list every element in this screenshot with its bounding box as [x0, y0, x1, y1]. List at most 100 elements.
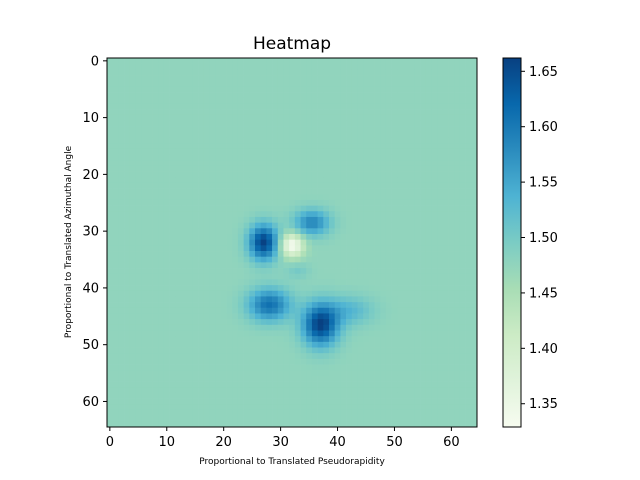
heatmap-cell: [232, 302, 239, 309]
heatmap-cell: [283, 182, 290, 189]
heatmap-cell: [465, 63, 472, 70]
heatmap-cell: [380, 92, 387, 99]
heatmap-cell: [277, 239, 284, 246]
heatmap-cell: [169, 143, 176, 150]
heatmap-cell: [403, 279, 410, 286]
heatmap-cell: [363, 165, 370, 172]
heatmap-cell: [266, 341, 273, 348]
heatmap-cell: [192, 126, 199, 133]
heatmap-cell: [323, 398, 330, 405]
heatmap-cell: [226, 341, 233, 348]
heatmap-cell: [124, 256, 131, 263]
heatmap-cell: [107, 239, 114, 246]
heatmap-cell: [454, 302, 461, 309]
heatmap-cell: [249, 381, 256, 388]
heatmap-cell: [129, 290, 136, 297]
heatmap-cell: [346, 404, 353, 411]
heatmap-cell: [374, 63, 381, 70]
heatmap-cell: [385, 409, 392, 416]
heatmap-cell: [186, 131, 193, 138]
heatmap-cell: [249, 137, 256, 144]
heatmap-cell: [203, 137, 210, 144]
heatmap-cell: [220, 245, 227, 252]
heatmap-cell: [351, 165, 358, 172]
heatmap-cell: [465, 404, 472, 411]
heatmap-cell: [232, 216, 239, 223]
heatmap-cell: [391, 290, 398, 297]
heatmap-cell: [391, 222, 398, 229]
heatmap-cell: [420, 336, 427, 343]
heatmap-cell: [408, 336, 415, 343]
heatmap-cell: [385, 364, 392, 371]
heatmap-cell: [175, 302, 182, 309]
heatmap-cell: [448, 205, 455, 212]
heatmap-cell: [277, 290, 284, 297]
heatmap-cell: [209, 80, 216, 87]
heatmap-cell: [437, 171, 444, 178]
heatmap-cell: [431, 120, 438, 127]
heatmap-cell: [124, 63, 131, 70]
heatmap-cell: [249, 285, 256, 292]
heatmap-cell: [368, 63, 375, 70]
heatmap-cell: [465, 279, 472, 286]
heatmap-cell: [124, 387, 131, 394]
heatmap-cell: [306, 307, 313, 314]
heatmap-cell: [340, 216, 347, 223]
heatmap-cell: [442, 268, 449, 275]
heatmap-cell: [260, 188, 267, 195]
heatmap-cell: [135, 80, 142, 87]
heatmap-cell: [431, 188, 438, 195]
heatmap-cell: [249, 199, 256, 206]
heatmap-cell: [431, 80, 438, 87]
heatmap-cell: [175, 177, 182, 184]
heatmap-cell: [323, 109, 330, 116]
heatmap-cell: [226, 398, 233, 405]
heatmap-cell: [454, 75, 461, 82]
heatmap-cell: [363, 63, 370, 70]
heatmap-cell: [454, 148, 461, 155]
heatmap-cell: [380, 80, 387, 87]
heatmap-cell: [232, 313, 239, 320]
heatmap-cell: [414, 109, 421, 116]
heatmap-cell: [107, 103, 114, 110]
heatmap-cell: [437, 228, 444, 235]
heatmap-cell: [311, 415, 318, 422]
heatmap-cell: [459, 290, 466, 297]
heatmap-cell: [192, 160, 199, 167]
heatmap-cell: [363, 353, 370, 360]
heatmap-cell: [158, 324, 165, 331]
heatmap-cell: [220, 103, 227, 110]
heatmap-cell: [289, 182, 296, 189]
heatmap-cell: [448, 398, 455, 405]
heatmap-cell: [243, 353, 250, 360]
heatmap-cell: [317, 182, 324, 189]
heatmap-cell: [357, 131, 364, 138]
heatmap-cell: [454, 143, 461, 150]
heatmap-cell: [363, 188, 370, 195]
heatmap-cell: [368, 92, 375, 99]
heatmap-cell: [118, 251, 125, 258]
heatmap-cell: [368, 188, 375, 195]
heatmap-cell: [129, 109, 136, 116]
heatmap-cell: [181, 353, 188, 360]
heatmap-cell: [465, 330, 472, 337]
heatmap-cell: [368, 324, 375, 331]
heatmap-cell: [340, 120, 347, 127]
heatmap-cell: [283, 154, 290, 161]
heatmap-cell: [232, 97, 239, 104]
heatmap-cell: [454, 58, 461, 65]
heatmap-cell: [129, 319, 136, 326]
heatmap-cell: [198, 341, 205, 348]
heatmap-cell: [420, 97, 427, 104]
heatmap-cell: [237, 126, 244, 133]
heatmap-cell: [192, 392, 199, 399]
heatmap-cell: [357, 245, 364, 252]
heatmap-cell: [323, 86, 330, 93]
heatmap-cell: [141, 262, 148, 269]
heatmap-cell: [232, 421, 239, 428]
heatmap-cell: [255, 109, 262, 116]
heatmap-cell: [135, 268, 142, 275]
heatmap-cell: [306, 404, 313, 411]
heatmap-cell: [226, 347, 233, 354]
heatmap-cell: [420, 160, 427, 167]
